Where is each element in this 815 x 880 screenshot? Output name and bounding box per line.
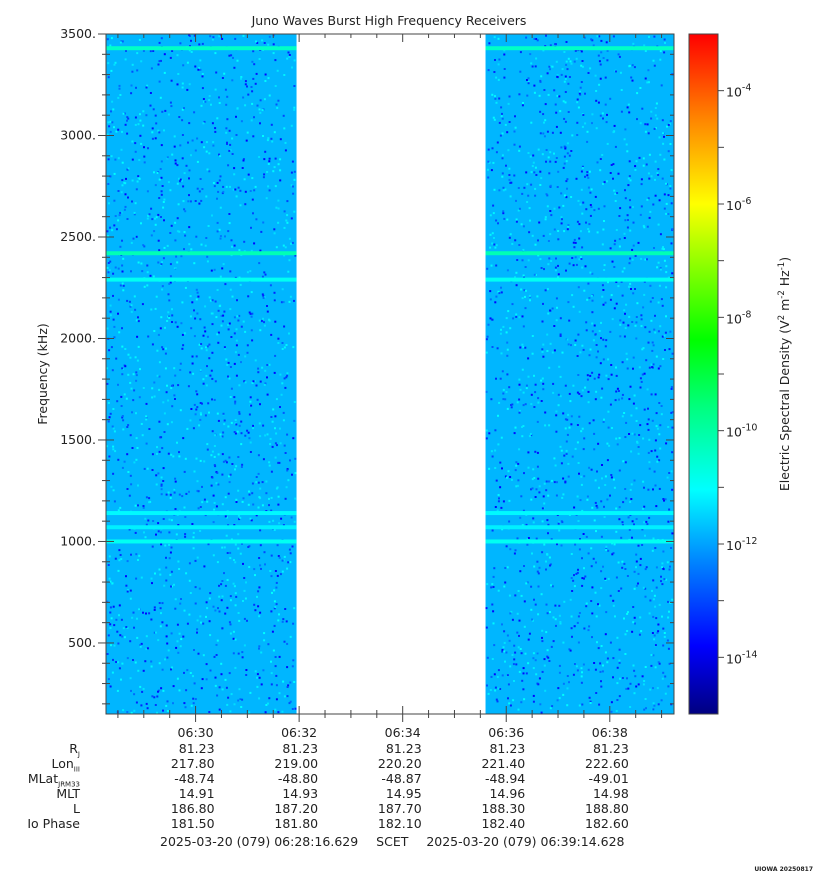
ephemeris-value-mlat: -48.80 bbox=[277, 771, 319, 786]
ephemeris-value-l: 188.80 bbox=[585, 801, 629, 816]
ephemeris-value-io: 182.40 bbox=[481, 816, 526, 831]
ephemeris-value-rj: 81.23 bbox=[282, 741, 319, 756]
ephemeris-value-mlat: -48.74 bbox=[174, 771, 215, 786]
colorbar-tick-label: 10-8 bbox=[726, 309, 751, 326]
emission-band-5 bbox=[106, 525, 297, 530]
ephemeris-value-lon: 222.60 bbox=[585, 756, 629, 771]
ephemeris-value-mlat: -48.87 bbox=[381, 771, 422, 786]
ephemeris-value-l: 188.30 bbox=[481, 801, 526, 816]
ephemeris-value-lon: 221.40 bbox=[481, 756, 526, 771]
plot-frame bbox=[105, 33, 675, 715]
plot-area bbox=[106, 34, 674, 714]
label-io-phase: Io Phase bbox=[27, 816, 80, 831]
chart-title: Juno Waves Burst High Frequency Receiver… bbox=[251, 13, 527, 28]
ephemeris-value-mlt: 14.93 bbox=[282, 786, 319, 801]
time-range-footer: 2025-03-20 (079) 06:28:16.629 SCET 2025-… bbox=[160, 834, 625, 849]
ephemeris-value-rj: 81.23 bbox=[592, 741, 629, 756]
x-tick-label: 06:36 bbox=[488, 725, 524, 740]
label-mlat: MLatJRM33 bbox=[27, 771, 80, 789]
emission-band-4 bbox=[485, 511, 674, 516]
label-rj: RJ bbox=[69, 741, 80, 759]
emission-band-6 bbox=[106, 539, 297, 544]
spectrogram-segment-1 bbox=[106, 34, 297, 714]
ephemeris-value-io: 182.60 bbox=[585, 816, 629, 831]
start-time: 2025-03-20 (079) 06:28:16.629 bbox=[160, 834, 359, 849]
spectrogram-background bbox=[106, 34, 297, 714]
emission-band-2 bbox=[106, 251, 297, 256]
colorbar: 10-4 10-6 10-8 10-10 10-12 10-14 Electric Spe… bbox=[688, 33, 792, 715]
ephemeris-value-l: 186.80 bbox=[170, 801, 215, 816]
y-tick-label: 1000. bbox=[60, 533, 96, 548]
ephemeris-value-io: 181.50 bbox=[170, 816, 215, 831]
scet-label: SCET bbox=[376, 834, 409, 849]
x-tick-label: 06:34 bbox=[385, 725, 421, 740]
spectrogram-texture bbox=[106, 34, 297, 714]
y-tick-label: 3000. bbox=[60, 127, 96, 142]
label-mlt: MLT bbox=[56, 786, 80, 801]
end-time: 2025-03-20 (079) 06:39:14.628 bbox=[426, 834, 625, 849]
ephemeris-value-l: 187.20 bbox=[274, 801, 319, 816]
ephemeris-value-lon: 219.00 bbox=[274, 756, 319, 771]
emission-band-6 bbox=[485, 539, 674, 544]
ephemeris-value-io: 181.80 bbox=[274, 816, 319, 831]
spectrogram-texture bbox=[485, 34, 674, 714]
ephemeris-value-l: 187.70 bbox=[377, 801, 422, 816]
ephemeris-value-io: 182.10 bbox=[377, 816, 422, 831]
colorbar-tick-label: 10-14 bbox=[726, 649, 757, 666]
emission-band-3 bbox=[106, 277, 297, 282]
x-axis: 06:30 06:32 06:34 06:36 06:38 bbox=[117, 34, 663, 740]
emission-band-1 bbox=[485, 46, 674, 51]
spectrogram-segment-2 bbox=[485, 34, 674, 714]
ephemeris-value-mlt: 14.95 bbox=[385, 786, 422, 801]
ephemeris-value-mlt: 14.96 bbox=[489, 786, 526, 801]
y-axis: 500. 1000. 1500. 2000. 2500. 3000. 3500. bbox=[60, 26, 674, 705]
ephemeris-value-rj: 81.23 bbox=[489, 741, 526, 756]
y-tick-label: 2000. bbox=[60, 330, 96, 345]
y-tick-label: 500. bbox=[68, 635, 96, 650]
colorbar-label: Electric Spectral Density (V2 m-2 Hz-1) bbox=[777, 257, 792, 491]
y-tick-label: 2500. bbox=[60, 229, 96, 244]
ephemeris-value-rj: 81.23 bbox=[178, 741, 215, 756]
y-tick-label: 3500. bbox=[60, 26, 96, 41]
emission-band-5 bbox=[485, 525, 674, 530]
uiowa-stamp: UIOWA 20250817 bbox=[754, 866, 813, 873]
ephemeris-value-mlt: 14.98 bbox=[592, 786, 629, 801]
y-axis-label: Frequency (kHz) bbox=[35, 323, 50, 425]
emission-band-3 bbox=[485, 277, 674, 282]
colorbar-ticks: 10-4 10-6 10-8 10-10 10-12 10-14 bbox=[718, 83, 757, 666]
ephemeris-value-rj: 81.23 bbox=[385, 741, 422, 756]
ephemeris-value-mlt: 14.91 bbox=[178, 786, 215, 801]
label-l: L bbox=[73, 801, 80, 816]
ephemeris-value-lon: 220.20 bbox=[377, 756, 422, 771]
ephemeris-value-lon: 217.80 bbox=[170, 756, 215, 771]
colorbar-tick-label: 10-4 bbox=[726, 83, 751, 100]
x-tick-label: 06:30 bbox=[178, 725, 214, 740]
colorbar-scale bbox=[688, 33, 719, 715]
x-tick-label: 06:32 bbox=[281, 725, 317, 740]
emission-band-1 bbox=[106, 46, 297, 51]
x-tick-label: 06:38 bbox=[592, 725, 628, 740]
y-tick-label: 1500. bbox=[60, 432, 96, 447]
label-lon: LonIII bbox=[51, 756, 80, 774]
colorbar-tick-label: 10-6 bbox=[726, 196, 751, 213]
colorbar-tick-label: 10-10 bbox=[726, 423, 757, 440]
ephemeris-value-mlat: -49.01 bbox=[588, 771, 629, 786]
colorbar-tick-label: 10-12 bbox=[726, 536, 757, 553]
emission-band-4 bbox=[106, 511, 297, 516]
emission-band-2 bbox=[485, 251, 674, 256]
ephemeris-value-mlat: -48.94 bbox=[484, 771, 526, 786]
